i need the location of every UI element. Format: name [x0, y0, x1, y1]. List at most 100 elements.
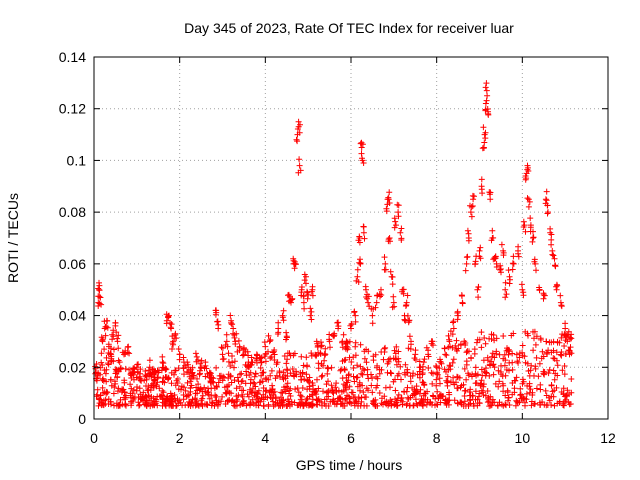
data-point — [129, 390, 136, 397]
data-point — [564, 387, 571, 394]
data-point — [527, 215, 534, 222]
data-point — [450, 319, 456, 326]
data-point — [511, 389, 518, 396]
data-point — [280, 376, 287, 383]
data-point — [554, 372, 561, 379]
data-point — [357, 256, 363, 263]
data-point — [98, 350, 105, 357]
data-point — [493, 335, 500, 342]
data-point — [543, 338, 550, 345]
data-point — [484, 388, 491, 394]
data-point — [391, 401, 398, 408]
data-point — [253, 393, 260, 400]
data-point — [561, 363, 568, 369]
data-point — [543, 349, 550, 356]
data-point — [286, 350, 293, 357]
data-point — [488, 331, 495, 338]
data-point — [276, 369, 283, 376]
data-point — [140, 389, 147, 396]
data-point — [203, 401, 210, 408]
data-point — [416, 358, 423, 365]
data-point — [180, 384, 187, 391]
data-point — [561, 371, 568, 378]
data-point — [378, 292, 385, 298]
data-point — [126, 350, 133, 357]
data-point — [425, 365, 432, 371]
data-point — [283, 329, 290, 336]
data-point — [374, 402, 381, 409]
data-point — [357, 387, 363, 394]
y-axis-label: ROTI / TECUs — [5, 193, 21, 283]
data-point — [472, 261, 478, 268]
data-point — [543, 188, 550, 195]
data-point — [293, 371, 300, 378]
data-point — [525, 196, 532, 203]
data-point — [473, 339, 480, 346]
data-point — [495, 367, 502, 374]
data-point — [333, 380, 340, 387]
data-point — [416, 371, 423, 378]
data-point — [548, 339, 555, 346]
data-point — [346, 383, 353, 390]
data-point — [284, 373, 291, 380]
data-point — [360, 223, 367, 230]
data-point — [519, 395, 525, 402]
data-point — [275, 319, 282, 326]
data-point — [427, 400, 433, 407]
data-point — [546, 397, 553, 404]
data-point — [195, 381, 202, 388]
data-point — [296, 129, 303, 136]
data-point — [490, 371, 497, 378]
data-point — [294, 138, 301, 145]
data-point — [298, 376, 305, 383]
data-point — [525, 332, 531, 339]
data-point — [377, 293, 383, 300]
data-point — [228, 319, 234, 326]
data-point — [231, 364, 237, 371]
data-point — [309, 283, 316, 290]
data-point — [560, 385, 567, 392]
data-point — [299, 385, 306, 391]
data-point — [481, 145, 487, 151]
data-point — [192, 396, 199, 403]
data-point — [492, 380, 499, 387]
data-point — [544, 210, 551, 217]
data-point — [537, 335, 544, 342]
data-point — [530, 228, 536, 235]
data-point — [99, 401, 106, 408]
data-point — [376, 390, 383, 396]
data-point — [313, 396, 320, 403]
data-point — [499, 380, 506, 387]
data-point — [265, 376, 272, 383]
data-point — [545, 394, 552, 401]
data-point — [291, 265, 298, 272]
data-point — [446, 389, 452, 396]
data-point — [257, 365, 264, 371]
data-point — [348, 320, 355, 327]
data-point — [472, 364, 479, 371]
data-point — [510, 260, 517, 267]
data-point — [564, 331, 571, 338]
data-point — [372, 304, 379, 311]
data-point — [417, 386, 424, 393]
data-point — [322, 345, 329, 352]
data-point — [389, 281, 396, 288]
data-point — [113, 329, 120, 336]
data-point — [283, 383, 290, 390]
y-tick-label: 0.06 — [59, 256, 86, 272]
data-point — [466, 348, 472, 355]
data-point — [398, 225, 405, 232]
data-point — [224, 343, 231, 350]
data-point — [289, 366, 296, 372]
data-point — [520, 224, 527, 230]
data-point — [356, 381, 363, 388]
data-point — [218, 372, 224, 379]
data-point — [543, 197, 550, 204]
data-point — [385, 356, 392, 363]
data-point — [219, 377, 226, 384]
data-point — [480, 124, 487, 131]
data-point — [412, 396, 419, 403]
data-point — [348, 325, 354, 332]
data-point — [482, 100, 489, 107]
data-point — [545, 347, 552, 354]
